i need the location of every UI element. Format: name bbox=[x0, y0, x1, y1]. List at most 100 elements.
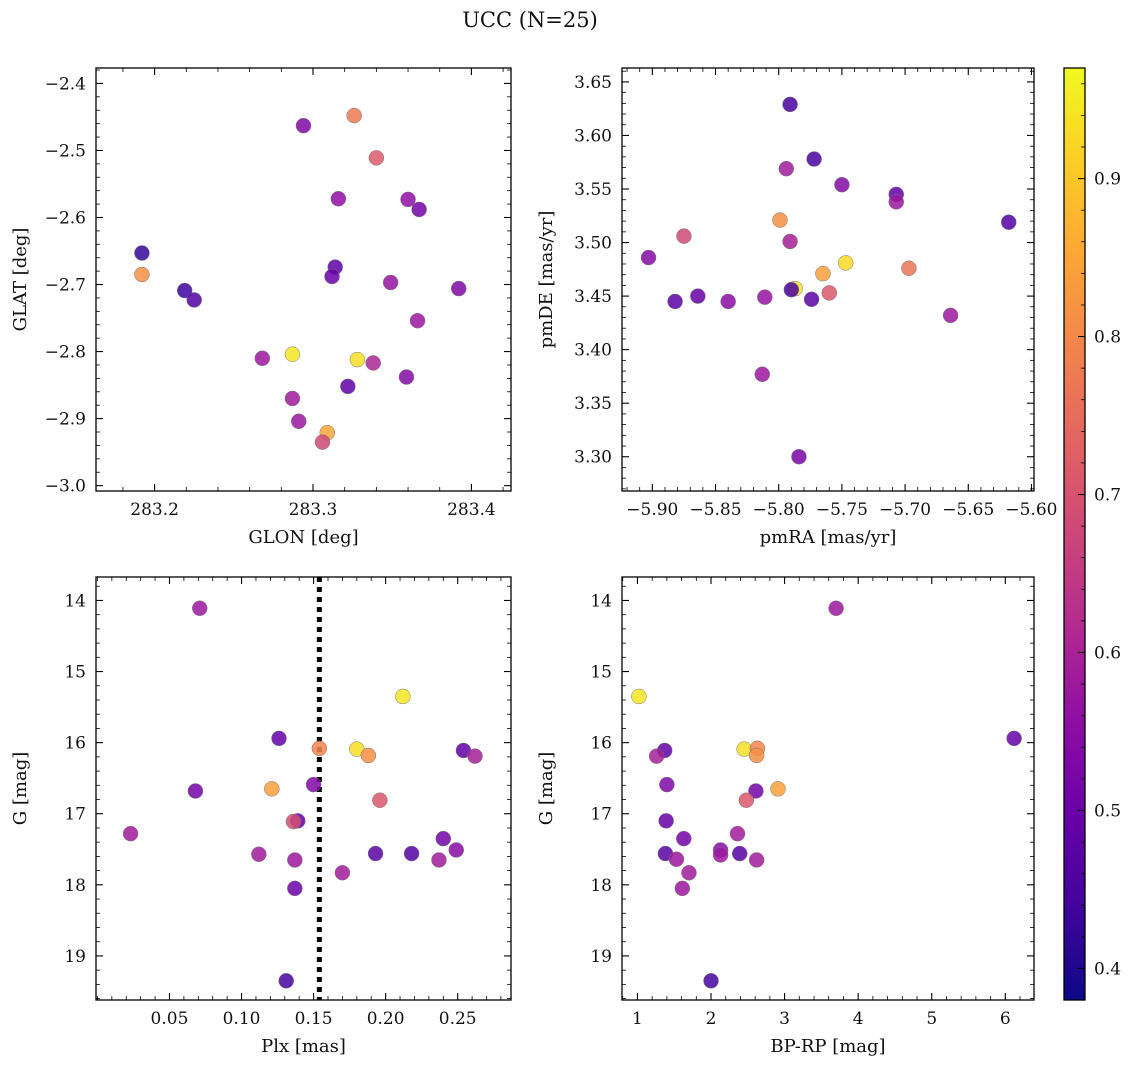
data-point bbox=[435, 830, 452, 847]
y-tick-label: 18 bbox=[590, 876, 612, 896]
data-point bbox=[134, 266, 150, 283]
x-tick-label: 283.3 bbox=[289, 500, 338, 520]
x-tick-label: 3 bbox=[779, 1009, 790, 1029]
data-point bbox=[305, 776, 322, 793]
data-point bbox=[400, 191, 416, 208]
data-point bbox=[254, 350, 271, 367]
y-tick-label: 14 bbox=[64, 591, 86, 611]
data-point bbox=[264, 781, 280, 797]
data-point bbox=[134, 245, 150, 261]
data-point bbox=[791, 448, 807, 465]
x-tick-label: −5.60 bbox=[1005, 500, 1057, 520]
x-tick-label: 0.05 bbox=[151, 1009, 189, 1029]
data-point bbox=[782, 96, 798, 113]
panel-2: −5.90 −5.85 −5.80 −5.75 −5.70 −5.65 −5.60 3.65 3… bbox=[536, 67, 1058, 548]
x-tick-label: −5.75 bbox=[816, 500, 868, 520]
y-tick-label: 3.60 bbox=[574, 126, 612, 146]
data-point bbox=[403, 845, 420, 862]
data-point bbox=[821, 285, 838, 301]
y-tick-label: 3.30 bbox=[574, 448, 612, 468]
data-point bbox=[287, 852, 303, 868]
colorbar-tick-label: 0.6 bbox=[1094, 643, 1121, 663]
data-point bbox=[770, 781, 786, 797]
data-point bbox=[186, 292, 202, 308]
y-axis-label: GLAT [deg] bbox=[10, 228, 31, 332]
x-tick-label: −5.85 bbox=[689, 500, 741, 520]
data-point bbox=[398, 369, 415, 385]
data-point bbox=[367, 845, 384, 862]
data-point bbox=[783, 281, 800, 298]
data-point bbox=[295, 117, 312, 134]
data-point bbox=[448, 842, 464, 858]
data-point bbox=[395, 688, 411, 705]
data-point bbox=[748, 747, 765, 764]
y-tick-label: 17 bbox=[590, 805, 612, 825]
y-tick-label: 15 bbox=[590, 663, 612, 683]
data-point bbox=[712, 847, 729, 863]
data-point bbox=[340, 378, 356, 395]
data-point bbox=[748, 783, 764, 799]
data-point bbox=[411, 201, 427, 218]
data-point bbox=[640, 249, 657, 266]
y-tick-label: 15 bbox=[64, 663, 86, 683]
data-point bbox=[674, 880, 691, 897]
colorbar: 0.4 0.5 0.6 0.7 0.8 0.9 bbox=[1063, 67, 1121, 1001]
x-tick-label: 0.20 bbox=[367, 1009, 405, 1029]
data-point bbox=[806, 151, 822, 167]
data-point bbox=[122, 825, 139, 842]
data-point bbox=[349, 351, 366, 368]
data-point bbox=[346, 107, 362, 124]
data-point bbox=[834, 176, 850, 193]
data-point bbox=[772, 212, 788, 228]
data-point bbox=[648, 748, 665, 764]
data-point bbox=[330, 190, 347, 207]
data-point bbox=[1000, 214, 1017, 230]
x-tick-label: 4 bbox=[853, 1009, 864, 1029]
data-point bbox=[1006, 730, 1022, 747]
y-tick-label: 3.55 bbox=[574, 180, 612, 200]
plot-frame bbox=[621, 67, 1035, 492]
data-point bbox=[754, 366, 771, 383]
data-point bbox=[757, 289, 773, 305]
y-tick-label: 17 bbox=[64, 805, 86, 825]
y-tick-label: −2.6 bbox=[45, 208, 86, 228]
data-point bbox=[676, 830, 692, 847]
x-axis-label: pmRA [mas/yr] bbox=[760, 527, 897, 548]
data-point bbox=[360, 747, 377, 764]
data-point bbox=[815, 265, 831, 282]
data-point bbox=[888, 194, 904, 210]
data-point bbox=[285, 813, 302, 830]
y-tick-label: −2.5 bbox=[45, 141, 86, 161]
data-point bbox=[731, 845, 748, 862]
data-point bbox=[659, 776, 675, 793]
data-point bbox=[290, 413, 307, 430]
data-point bbox=[278, 973, 294, 989]
data-point bbox=[738, 792, 755, 808]
y-tick-label: 19 bbox=[590, 947, 612, 967]
plot-frame bbox=[621, 576, 1035, 1001]
x-tick-label: 6 bbox=[1000, 1009, 1011, 1029]
y-tick-label: 3.50 bbox=[574, 234, 612, 254]
data-point bbox=[837, 255, 854, 271]
data-point bbox=[287, 880, 303, 897]
data-point bbox=[828, 600, 844, 617]
x-axis-label: BP-RP [mag] bbox=[770, 1036, 885, 1057]
data-point bbox=[372, 792, 388, 808]
data-point bbox=[658, 813, 674, 829]
data-point bbox=[187, 783, 204, 799]
data-point bbox=[192, 600, 208, 617]
colorbar-tick-label: 0.7 bbox=[1094, 486, 1121, 506]
data-point bbox=[803, 291, 820, 308]
data-point bbox=[631, 688, 647, 705]
y-axis-label: G [mag] bbox=[10, 752, 31, 825]
data-point bbox=[667, 293, 683, 310]
x-tick-label: 283.2 bbox=[130, 500, 179, 520]
data-point bbox=[450, 280, 467, 297]
data-point bbox=[314, 434, 331, 450]
data-point bbox=[271, 730, 287, 747]
x-tick-label: −5.90 bbox=[626, 500, 678, 520]
data-point bbox=[782, 233, 798, 250]
data-point bbox=[676, 228, 692, 244]
y-tick-label: −2.7 bbox=[45, 276, 86, 296]
